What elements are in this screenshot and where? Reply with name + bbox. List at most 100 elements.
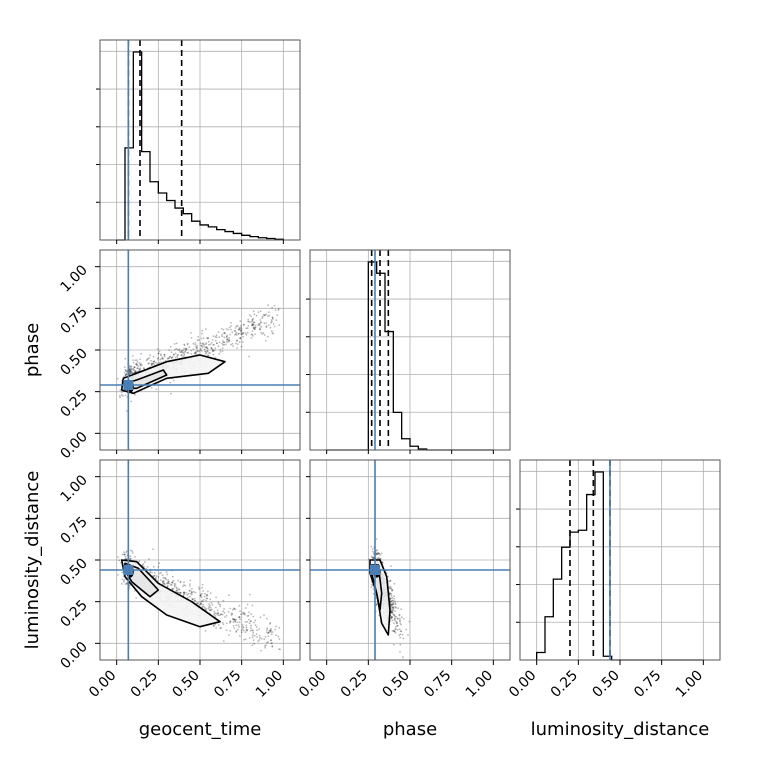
- scatter-point: [121, 578, 124, 581]
- scatter-point: [245, 624, 248, 627]
- scatter-point: [399, 622, 402, 624]
- scatter-point: [199, 594, 202, 597]
- scatter-point: [236, 347, 239, 349]
- scatter-point: [161, 356, 164, 359]
- scatter-point: [237, 624, 240, 626]
- scatter-point: [162, 581, 164, 583]
- scatter-point: [219, 613, 222, 616]
- scatter-point: [173, 343, 176, 345]
- scatter-point: [207, 590, 209, 593]
- scatter-point: [214, 612, 217, 615]
- scatter-point: [269, 629, 272, 632]
- scatter-point: [161, 574, 164, 577]
- scatter-point: [399, 617, 401, 620]
- scatter-point: [139, 362, 142, 365]
- scatter-point: [213, 610, 216, 613]
- scatter-point: [191, 597, 194, 600]
- scatter-point: [125, 558, 128, 560]
- scatter-point: [396, 621, 398, 624]
- scatter-point: [263, 322, 266, 325]
- scatter-point: [200, 350, 203, 352]
- scatter-point: [200, 603, 203, 606]
- scatter-point: [253, 328, 256, 331]
- scatter-point: [270, 639, 273, 642]
- scatter-point: [252, 631, 255, 634]
- scatter-point: [389, 597, 392, 600]
- scatter-point: [194, 353, 197, 355]
- scatter-point: [390, 594, 393, 597]
- scatter-point: [394, 617, 396, 619]
- scatter-point: [221, 621, 224, 624]
- scatter-point: [247, 318, 250, 321]
- scatter-point: [371, 548, 374, 550]
- scatter-point: [259, 321, 262, 323]
- scatter-phase-vs-luminosity-distance-truth-marker: [370, 565, 380, 575]
- scatter-point: [391, 589, 394, 592]
- scatter-point: [155, 575, 158, 577]
- scatter-point: [186, 343, 189, 346]
- scatter-point: [238, 616, 241, 619]
- scatter-point: [179, 592, 182, 595]
- scatter-point: [225, 338, 228, 341]
- scatter-point: [233, 618, 236, 621]
- scatter-point: [192, 348, 195, 351]
- scatter-point: [169, 381, 172, 384]
- scatter-point: [235, 339, 238, 342]
- scatter-point: [201, 583, 204, 586]
- scatter-point: [197, 336, 200, 338]
- scatter-point: [251, 634, 254, 636]
- scatter-point: [217, 603, 220, 605]
- scatter-point: [233, 607, 236, 610]
- scatter-point: [277, 309, 280, 311]
- scatter-point: [259, 310, 262, 312]
- scatter-point: [245, 626, 248, 629]
- scatter-point: [393, 630, 396, 632]
- scatter-point: [134, 371, 137, 373]
- scatter-point: [131, 372, 134, 375]
- scatter-point: [207, 337, 210, 340]
- scatter-point: [399, 643, 402, 646]
- scatter-point: [244, 638, 247, 641]
- scatter-point: [139, 364, 142, 367]
- scatter-point: [190, 593, 193, 596]
- y-tick-label: 1.00: [57, 262, 90, 295]
- scatter-point: [225, 340, 228, 343]
- scatter-point: [240, 333, 243, 335]
- scatter-point: [390, 617, 393, 620]
- scatter-point: [152, 361, 155, 363]
- scatter-point: [180, 349, 183, 352]
- scatter-point: [148, 357, 151, 359]
- scatter-point: [192, 342, 195, 345]
- scatter-point: [398, 634, 401, 637]
- scatter-point: [203, 595, 206, 598]
- scatter-point: [188, 346, 191, 349]
- scatter-point: [242, 323, 245, 326]
- scatter-point: [182, 349, 184, 352]
- scatter-point: [138, 368, 140, 370]
- scatter-point: [236, 628, 239, 631]
- scatter-point: [179, 351, 182, 354]
- scatter-point: [239, 328, 241, 331]
- scatter-point: [396, 628, 399, 631]
- scatter-point: [264, 646, 266, 649]
- scatter-point: [398, 620, 401, 622]
- scatter-point: [190, 353, 193, 355]
- scatter-point: [124, 357, 127, 360]
- scatter-point: [132, 361, 135, 364]
- scatter-point: [229, 333, 232, 336]
- scatter-point: [235, 631, 238, 633]
- scatter-point: [227, 339, 230, 342]
- scatter-point: [149, 354, 152, 357]
- scatter-point: [275, 625, 277, 628]
- scatter-point: [392, 603, 394, 606]
- scatter-point: [164, 577, 167, 580]
- scatter-point: [391, 630, 394, 632]
- scatter-point: [166, 573, 169, 576]
- scatter-point: [201, 605, 204, 608]
- scatter-point: [241, 628, 244, 630]
- scatter-point: [229, 621, 231, 624]
- scatter-point: [270, 628, 272, 630]
- scatter-point: [204, 607, 206, 609]
- scatter-point: [119, 396, 121, 399]
- scatter-point: [188, 589, 191, 592]
